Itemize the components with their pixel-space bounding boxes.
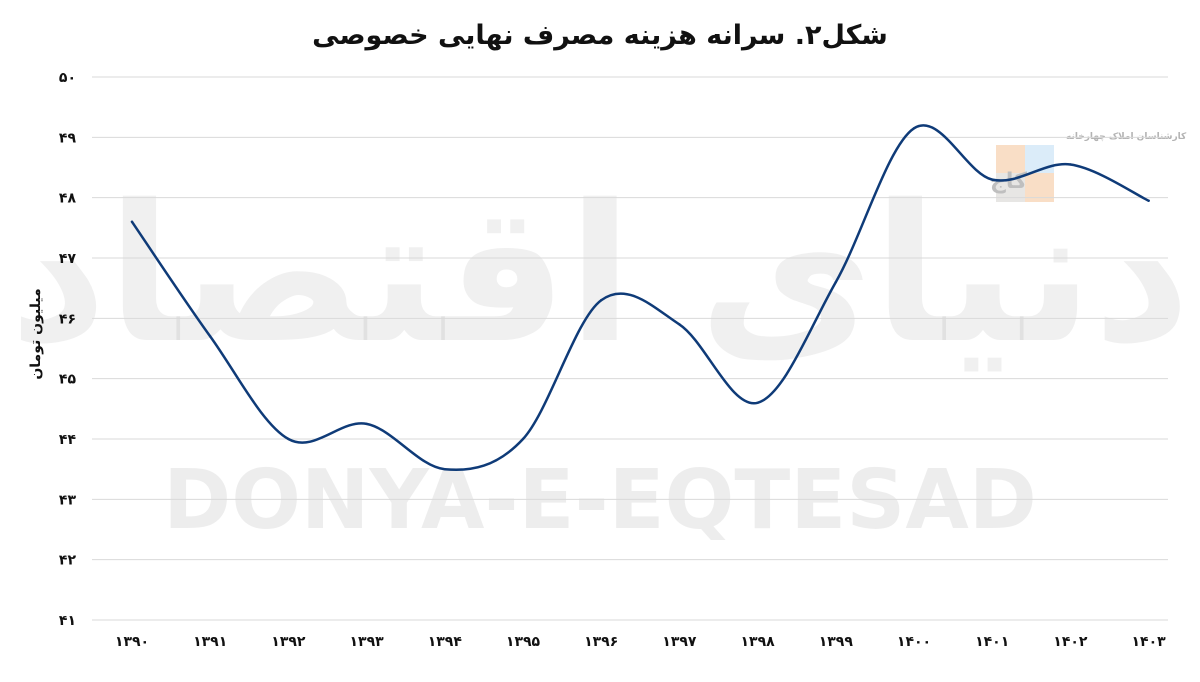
x-tick-label: ۱۴۰۳: [1132, 634, 1167, 650]
data-point: [991, 178, 994, 181]
series-line: [130, 124, 1150, 471]
y-tick-label: ۴۲: [59, 553, 77, 569]
x-tick-label: ۱۳۹۲: [271, 634, 306, 650]
y-axis-title: میلیون تومان: [28, 288, 44, 379]
x-tick-label: ۱۳۹۹: [819, 634, 854, 650]
y-tick-label: ۴۷: [59, 251, 77, 267]
data-point: [443, 467, 446, 471]
data-point: [912, 127, 916, 130]
y-tick-label: ۴۸: [59, 191, 77, 207]
x-tick-label: ۱۴۰۰: [897, 634, 931, 650]
y-tick-label: ۴۹: [59, 130, 77, 146]
x-tick-label: ۱۳۹۶: [584, 634, 618, 650]
data-point: [834, 280, 837, 284]
y-tick-label: ۵۰: [59, 70, 76, 86]
y-tick-label: ۴۶: [59, 311, 76, 327]
data-point: [756, 401, 759, 404]
data-point: [1147, 199, 1150, 202]
x-tick-label: ۱۳۹۳: [350, 634, 385, 650]
watermark-layer: دنیای اقتصاد DONYA-E-EQTESAD کارشناسان ا…: [9, 132, 1190, 548]
y-tick-label: ۴۴: [59, 432, 77, 448]
data-point: [130, 220, 134, 223]
y-axis-ticks: ۴۱ ۴۲ ۴۳ ۴۴ ۴۵ ۴۶ ۴۷ ۴۸ ۴۹ ۵۰: [59, 70, 77, 629]
data-point: [678, 323, 681, 326]
data-point: [209, 335, 212, 338]
x-tick-label: ۱۳۹۵: [506, 634, 541, 650]
logo-square-orange: [996, 145, 1025, 202]
watermark-main-text: DONYA-E-EQTESAD: [163, 453, 1037, 548]
x-tick-label: ۱۴۰۲: [1053, 634, 1088, 650]
x-tick-label: ۱۴۰۱: [975, 634, 1009, 650]
x-tick-label: ۱۳۹۰: [115, 634, 149, 650]
y-tick-label: ۴۳: [59, 492, 77, 508]
gridlines: [92, 76, 1168, 621]
x-tick-label: ۱۳۹۸: [741, 634, 776, 650]
series-layer: [130, 124, 1150, 471]
x-tick-label: ۱۳۹۱: [193, 634, 227, 650]
y-tick-label: ۴۱: [59, 613, 76, 629]
y-tick-label: ۴۵: [59, 372, 77, 388]
x-tick-label: ۱۳۹۴: [428, 634, 463, 650]
chart-title: شکل۲. سرانه هزینه مصرف نهایی خصوصی: [312, 20, 888, 51]
x-axis-ticks: ۱۳۹۰ ۱۳۹۱ ۱۳۹۲ ۱۳۹۳ ۱۳۹۴ ۱۳۹۵ ۱۳۹۶ ۱۳۹۷ ۱۳۹۸ ۱۳۹۹…: [115, 634, 1166, 650]
watermark-script-text: دنیای اقتصاد: [9, 164, 1190, 385]
data-point: [287, 437, 290, 441]
data-point: [521, 437, 525, 441]
data-point: [365, 422, 368, 426]
x-tick-label: ۱۳۹۷: [662, 634, 697, 650]
data-point: [600, 299, 603, 302]
data-point: [1069, 163, 1072, 166]
corner-logo-text: کاج: [990, 169, 1027, 194]
